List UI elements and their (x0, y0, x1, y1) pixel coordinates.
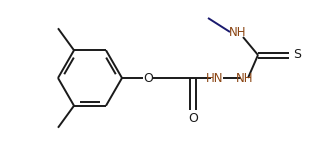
Text: O: O (188, 113, 198, 126)
Text: NH: NH (236, 71, 254, 84)
Text: NH: NH (229, 26, 247, 38)
Text: S: S (293, 49, 301, 62)
Text: O: O (143, 71, 153, 84)
Text: HN: HN (206, 71, 224, 84)
